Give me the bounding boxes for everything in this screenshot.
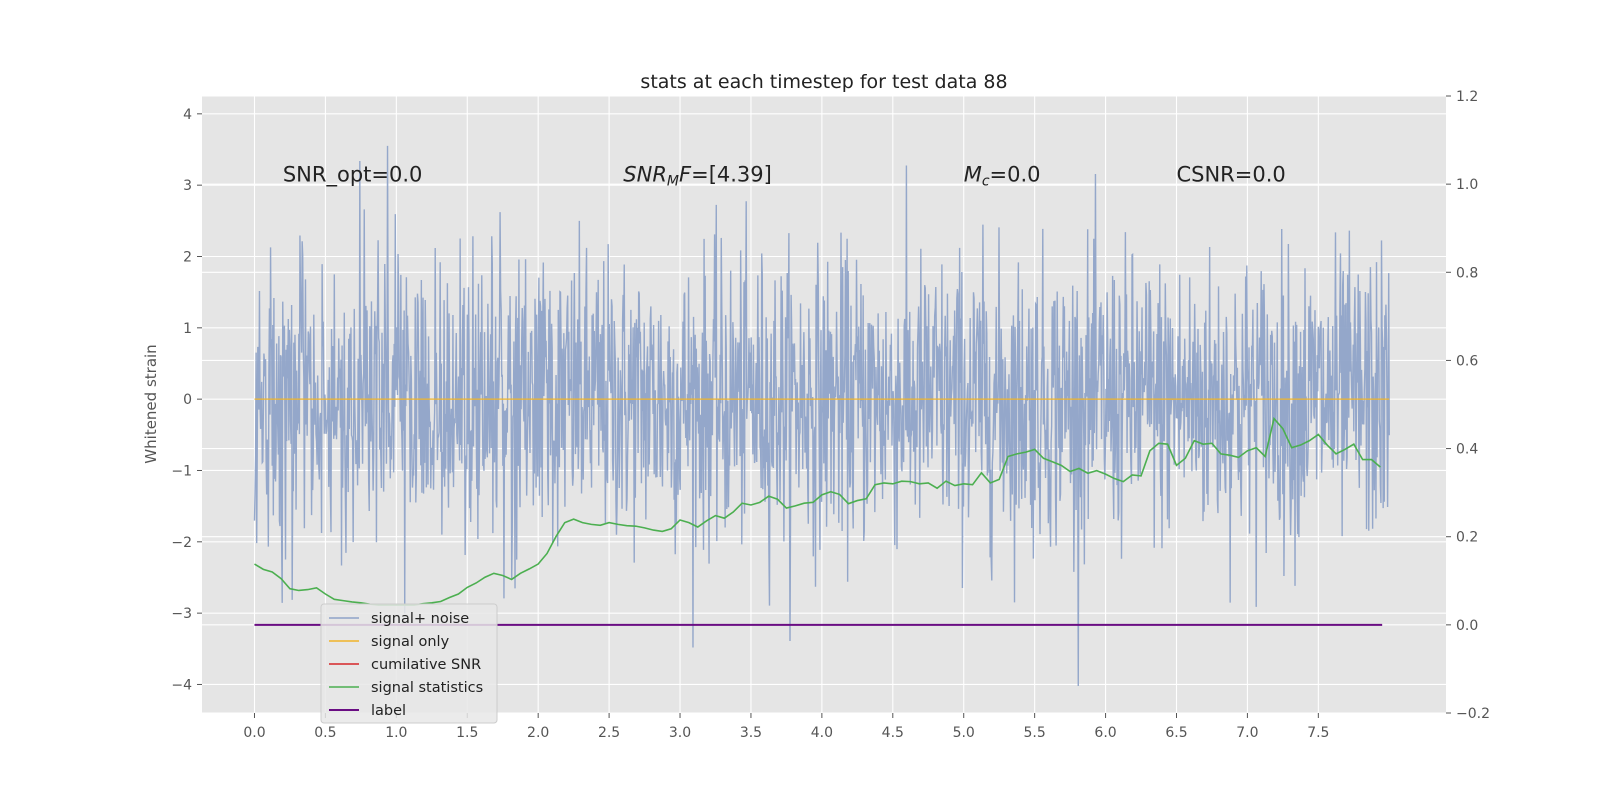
y-tick-label: 3 — [183, 178, 192, 194]
y2-tick-label: 1.2 — [1456, 89, 1478, 105]
x-tick-label: 4.0 — [811, 725, 833, 741]
annotation-snr-mf: SNRMF=[4.39] — [623, 163, 772, 190]
chart-title: stats at each timestep for test data 88 — [640, 71, 1007, 93]
y-tick-label: 0 — [183, 392, 192, 408]
x-tick-label: 1.0 — [385, 725, 407, 741]
y-tick-label: −2 — [171, 535, 192, 551]
annotations-layer: SNR_opt=0.0 SNRMF=[4.39] Mc=0.0 CSNR=0.0 — [283, 163, 1286, 190]
y2-tick-label: 0.6 — [1456, 353, 1478, 369]
legend: signal+ noise signal only cumilative SNR si… — [320, 603, 498, 724]
signal-noise-line — [253, 145, 1390, 687]
legend-box — [320, 603, 498, 724]
y-tick-label: −4 — [171, 677, 192, 693]
legend-label-signal: signal only — [371, 634, 450, 650]
x-tick-label: 0.0 — [243, 725, 265, 741]
y-tick-label: 1 — [183, 321, 192, 337]
x-tick-label: 6.5 — [1165, 725, 1187, 741]
x-tick-label: 0.5 — [314, 725, 336, 741]
y2-tick-label: 1.0 — [1456, 177, 1478, 193]
legend-label-label: label — [371, 703, 406, 719]
y2-tick-label: −0.2 — [1456, 706, 1490, 722]
x-tick-label: 2.5 — [598, 725, 620, 741]
legend-label-cumulative_snr: cumilative SNR — [371, 657, 481, 673]
x-tick-label: 2.0 — [527, 725, 549, 741]
y2-tick-label: 0.4 — [1456, 442, 1478, 458]
signal-statistics-line — [254, 416, 1381, 606]
y2-tick-label: 0.2 — [1456, 530, 1478, 546]
x-tick-label: 7.0 — [1236, 725, 1258, 741]
y-tick-label: −1 — [171, 463, 192, 479]
legend-label-signal_statistics: signal statistics — [371, 680, 483, 696]
annotation-snr-opt: SNR_opt=0.0 — [283, 163, 423, 188]
x-tick-label: 6.0 — [1094, 725, 1116, 741]
x-tick-label: 7.5 — [1307, 725, 1329, 741]
x-tick-label: 3.0 — [669, 725, 691, 741]
x-tick-label: 4.5 — [882, 725, 904, 741]
y2-tick-label: 0.0 — [1456, 618, 1478, 634]
annotation-csnr: CSNR=0.0 — [1176, 163, 1285, 187]
y-axis-label: Whitened strain — [142, 344, 160, 463]
y-tick-label: −3 — [171, 606, 192, 622]
annotation-mc: Mc=0.0 — [964, 163, 1041, 190]
y-tick-label: 2 — [183, 249, 192, 265]
noise-series — [253, 145, 1390, 687]
x-tick-label: 3.5 — [740, 725, 762, 741]
y-tick-label: 4 — [183, 107, 192, 123]
x-tick-label: 5.0 — [953, 725, 975, 741]
axes-layer: 0.0 0.5 1.0 1.5 2.0 2.5 3.0 3.5 4.0 4.5 5.0 5.5 6.0 6… — [171, 89, 1490, 741]
x-tick-label: 1.5 — [456, 725, 478, 741]
legend-label-noise: signal+ noise — [371, 611, 469, 627]
x-tick-label: 5.5 — [1024, 725, 1046, 741]
y2-tick-label: 0.8 — [1456, 265, 1478, 281]
